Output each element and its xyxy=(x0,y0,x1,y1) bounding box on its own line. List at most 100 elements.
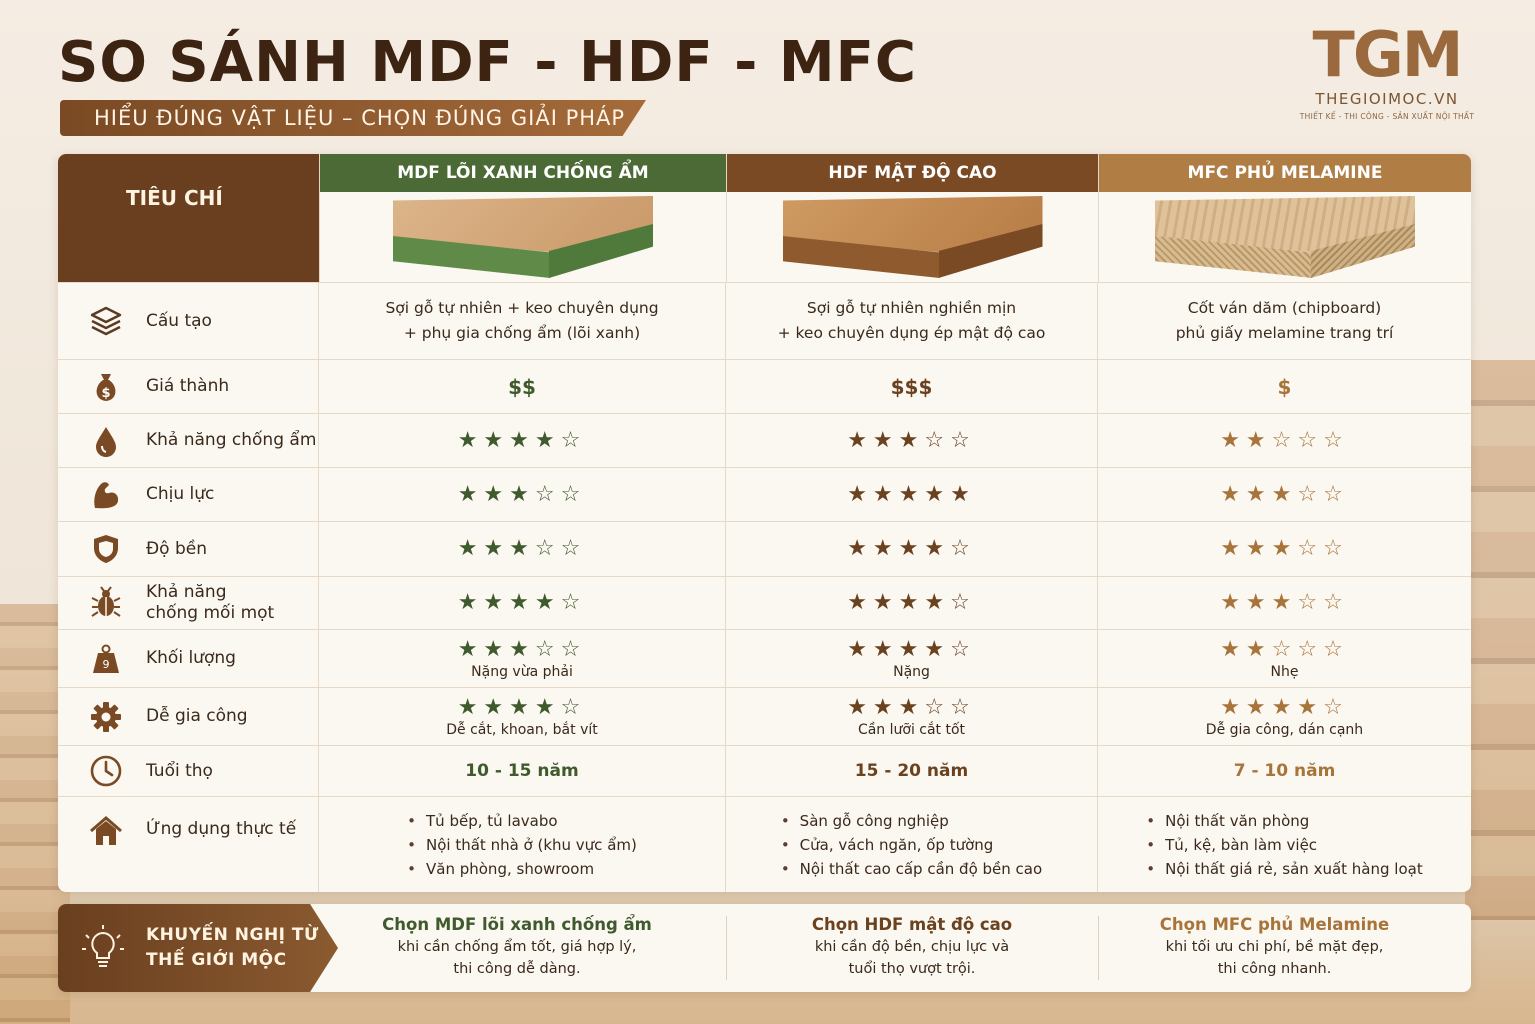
list-item: Tủ, kệ, bàn làm việc xyxy=(1146,833,1422,857)
svg-text:$: $ xyxy=(101,386,110,401)
recommendation-hdf-title: Chọn HDF mật độ cao xyxy=(811,915,1013,934)
lightbulb-icon xyxy=(78,923,128,973)
recommendation-mfc-title: Chọn MFC phủ Melamine xyxy=(1159,915,1390,934)
workability-note-hdf: Cần lưỡi cắt tốt xyxy=(857,721,966,738)
row-price: $ Giá thành $$ $$$ $ xyxy=(58,359,1471,413)
applications-list-mfc: Nội thất văn phòng Tủ, kệ, bàn làm việc … xyxy=(1146,809,1423,881)
comparison-table: TIÊU CHÍ MDF LÕI XANH CHỐNG ẨM HDF MẬT Đ… xyxy=(58,154,1471,892)
row-strength: Chịu lực ★★★☆☆ ★★★★★ ★★★☆☆ xyxy=(58,467,1471,521)
row-durability: Độ bền ★★★☆☆ ★★★★☆ ★★★☆☆ xyxy=(58,521,1471,576)
divider xyxy=(726,916,727,980)
criteria-label: Dễ gia công xyxy=(146,706,248,726)
list-item: Nội thất nhà ở (khu vực ẩm) xyxy=(407,833,637,857)
star-rating-mdf: ★★★☆☆ xyxy=(457,636,587,662)
column-header-mfc: MFC PHỦ MELAMINE xyxy=(1098,154,1471,282)
column-title-hdf: HDF MẬT ĐỘ CAO xyxy=(727,154,1098,192)
criteria-label-line2: chống mối mọt xyxy=(146,603,275,623)
recommendation-hdf: Chọn HDF mật độ cao khi cần độ bền, chịu… xyxy=(726,914,1098,982)
row-structure: Cấu tạo Sợi gỗ tự nhiên + keo chuyên dụn… xyxy=(58,282,1471,359)
mfc-board-image xyxy=(1099,192,1471,282)
star-rating-hdf: ★★★★☆ xyxy=(847,590,976,615)
criteria-label: Độ bền xyxy=(146,538,208,559)
list-item: Nội thất văn phòng xyxy=(1146,809,1422,833)
lifespan-mfc: 7 - 10 năm xyxy=(1233,761,1336,781)
recommendation-mdf-text2: thi công dễ dàng. xyxy=(453,961,581,977)
background-wood-stack-right xyxy=(1465,360,1535,920)
star-rating-hdf: ★★★★☆ xyxy=(847,636,976,662)
list-item: Tủ bếp, tủ lavabo xyxy=(407,809,637,833)
criteria-label: Khả năng chống ẩm xyxy=(146,430,317,450)
star-rating-mdf: ★★★★☆ xyxy=(457,694,587,720)
recommendation-tag-line2: THẾ GIỚI MỘC xyxy=(146,950,287,970)
star-rating-hdf: ★★★★☆ xyxy=(847,536,976,561)
logo-mark: TGM xyxy=(1312,18,1464,91)
page-subtitle: HIỂU ĐÚNG VẬT LIỆU – CHỌN ĐÚNG GIẢI PHÁP xyxy=(60,100,646,136)
list-item: Nội thất cao cấp cần độ bền cao xyxy=(781,857,1043,881)
criteria-label: Tuổi thọ xyxy=(146,760,213,781)
list-item: Văn phòng, showroom xyxy=(407,857,637,881)
recommendation-tag: KHUYẾN NGHỊ TỪ THẾ GIỚI MỘC xyxy=(58,904,338,992)
workability-note-mfc: Dễ gia công, dán cạnh xyxy=(1205,721,1364,738)
row-termite: Khả năng chống mối mọt ★★★★☆ ★★★★☆ ★★★☆☆ xyxy=(58,576,1471,629)
star-rating-mfc: ★★★☆☆ xyxy=(1220,590,1349,615)
star-rating-mfc: ★★☆☆☆ xyxy=(1220,636,1349,662)
column-header-hdf: HDF MẬT ĐỘ CAO xyxy=(726,154,1098,282)
recommendation-hdf-text1: khi cần độ bền, chịu lực và xyxy=(814,939,1010,955)
star-rating-mdf: ★★★★☆ xyxy=(457,590,587,615)
structure-mfc-line1: Cốt ván dăm (chipboard) xyxy=(1187,299,1382,317)
logo-tagline: THIẾT KẾ - THI CÔNG - SẢN XUẤT NỘI THẤT xyxy=(1299,112,1475,121)
svg-text:9: 9 xyxy=(103,658,110,671)
recommendation-mdf-title: Chọn MDF lõi xanh chống ẩm xyxy=(382,915,652,934)
structure-mdf-line1: Sợi gỗ tự nhiên + keo chuyên dụng xyxy=(385,299,659,317)
price-mdf: $$ xyxy=(319,360,726,413)
recommendation-mfc: Chọn MFC phủ Melamine khi tối ưu chi phí… xyxy=(1098,914,1451,982)
star-rating-mfc: ★★☆☆☆ xyxy=(1220,427,1349,453)
criteria-label: Giá thành xyxy=(146,376,230,396)
row-moisture: Khả năng chống ẩm ★★★★☆ ★★★☆☆ ★★☆☆☆ xyxy=(58,413,1471,467)
star-rating-mfc: ★★★☆☆ xyxy=(1220,481,1349,507)
list-item: Nội thất giá rẻ, sản xuất hàng loạt xyxy=(1146,857,1423,881)
star-rating-mdf: ★★★☆☆ xyxy=(457,481,587,507)
price-mfc: $ xyxy=(1277,374,1292,399)
row-weight: 9 Khối lượng ★★★☆☆ Nặng vừa phải ★★★★☆ Nặn… xyxy=(58,629,1471,687)
criteria-label: Khối lượng xyxy=(146,648,236,668)
bug-icon xyxy=(88,585,124,621)
structure-hdf-line2: + keo chuyên dụng ép mật độ cao xyxy=(777,324,1046,342)
row-workability: Dễ gia công ★★★★☆ Dễ cắt, khoan, bắt vít … xyxy=(58,687,1471,745)
weight-note-mdf: Nặng vừa phải xyxy=(471,663,573,680)
weight-note-hdf: Nặng xyxy=(893,663,930,680)
column-header-mdf: MDF LÕI XANH CHỐNG ẨM xyxy=(319,154,726,282)
price-hdf: $$$ xyxy=(726,360,1098,413)
structure-mdf-line2: + phụ gia chống ẩm (lõi xanh) xyxy=(403,324,641,342)
structure-mfc-line2: phủ giấy melamine trang trí xyxy=(1175,324,1394,342)
star-rating-mdf: ★★★☆☆ xyxy=(457,536,587,561)
criteria-label-line1: Khả năng xyxy=(146,582,227,602)
star-rating-mfc: ★★★☆☆ xyxy=(1220,536,1349,561)
shield-icon xyxy=(88,531,124,567)
star-rating-hdf: ★★★☆☆ xyxy=(847,694,976,720)
house-icon xyxy=(88,813,124,849)
recommendation-mfc-text2: thi công nhanh. xyxy=(1217,961,1332,977)
page-title: SO SÁNH MDF - HDF - MFC xyxy=(58,30,917,95)
star-rating-hdf: ★★★★★ xyxy=(847,481,976,507)
row-applications: Ứng dụng thực tế Tủ bếp, tủ lavabo Nội t… xyxy=(58,796,1471,892)
recommendation-panel: KHUYẾN NGHỊ TỪ THẾ GIỚI MỘC Chọn MDF lõi … xyxy=(58,904,1471,992)
column-title-mdf: MDF LÕI XANH CHỐNG ẨM xyxy=(320,154,726,192)
structure-hdf-line1: Sợi gỗ tự nhiên nghiền mịn xyxy=(806,299,1017,317)
logo-site: THEGIOIMOC.VN xyxy=(1315,90,1459,108)
column-title-mfc: MFC PHỦ MELAMINE xyxy=(1099,154,1471,192)
divider xyxy=(1098,916,1099,980)
list-item: Sàn gỗ công nghiệp xyxy=(781,809,1042,833)
mdf-board-image xyxy=(320,192,726,282)
applications-list-mdf: Tủ bếp, tủ lavabo Nội thất nhà ở (khu vự… xyxy=(407,809,637,881)
water-drop-icon xyxy=(88,423,124,459)
criteria-label: Cấu tạo xyxy=(146,310,212,331)
criteria-label: Ứng dụng thực tế xyxy=(146,819,297,839)
recommendation-mdf-text1: khi cần chống ẩm tốt, giá hợp lý, xyxy=(397,939,637,955)
clock-icon xyxy=(88,753,124,789)
hdf-board-image xyxy=(727,192,1098,282)
star-rating-mfc: ★★★★☆ xyxy=(1220,694,1349,720)
workability-note-mdf: Dễ cắt, khoan, bắt vít xyxy=(446,721,598,738)
star-rating-mdf: ★★★★☆ xyxy=(457,427,587,453)
weight-note-mfc: Nhẹ xyxy=(1270,663,1299,680)
